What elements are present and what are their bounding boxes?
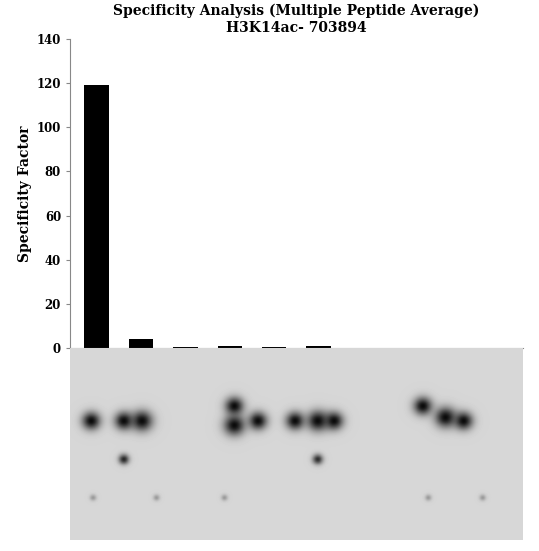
Bar bbox=[173, 347, 198, 348]
Bar bbox=[218, 347, 242, 348]
Bar bbox=[307, 345, 331, 348]
Y-axis label: Specificity Factor: Specificity Factor bbox=[18, 125, 32, 262]
Bar bbox=[129, 339, 153, 348]
Bar bbox=[85, 85, 109, 348]
Title: Specificity Analysis (Multiple Peptide Average)
H3K14ac- 703894: Specificity Analysis (Multiple Peptide A… bbox=[113, 4, 480, 35]
X-axis label: Modification: Modification bbox=[247, 431, 346, 446]
Bar bbox=[262, 347, 286, 348]
